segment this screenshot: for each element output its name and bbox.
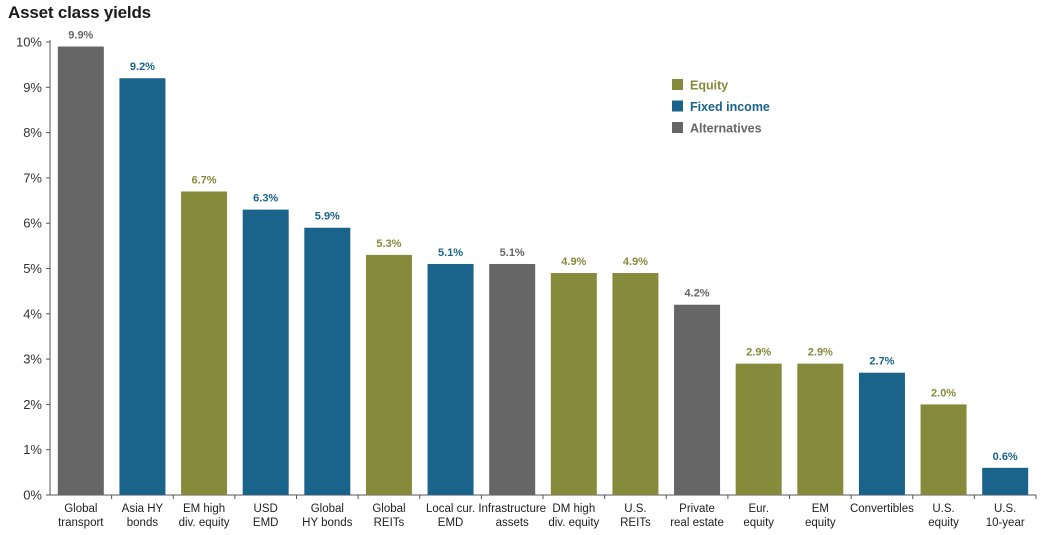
category-label: Local cur. EMD — [426, 503, 475, 529]
bar — [858, 372, 905, 495]
category-label-line: EM high — [183, 503, 225, 515]
bar — [304, 227, 351, 496]
legend-label: Equity — [690, 79, 728, 93]
y-tick-label: 3% — [23, 352, 42, 367]
data-label: 2.9% — [808, 347, 833, 359]
category-label-line: equity — [743, 517, 774, 529]
legend-swatch — [672, 100, 683, 112]
category-label-line: REITs — [620, 517, 651, 529]
category-label-line: USD — [254, 503, 278, 515]
bar — [612, 273, 659, 495]
y-tick-label: 6% — [23, 216, 42, 231]
legend-swatch — [672, 79, 683, 90]
data-label: 9.9% — [68, 30, 93, 42]
category-label: USD EMD — [253, 503, 279, 529]
legend-swatch — [672, 122, 683, 133]
bar — [365, 254, 412, 495]
category-label: U.S. REITs — [620, 503, 651, 529]
category-label-line: 10-year — [986, 517, 1025, 529]
category-label-line: Private — [679, 503, 715, 515]
y-tick-label: 1% — [23, 442, 42, 457]
y-tick-label: 4% — [23, 306, 42, 321]
category-label-line: REITs — [374, 517, 405, 529]
data-label: 5.1% — [438, 247, 463, 259]
data-label: 2.7% — [869, 356, 894, 368]
category-label-line: real estate — [670, 517, 724, 529]
category-label: U.S. 10-year — [986, 503, 1025, 529]
category-label: U.S. equity — [928, 503, 959, 529]
category-label-line: Local cur. — [426, 503, 475, 515]
category-label-line: U.S. — [994, 503, 1016, 515]
bar — [797, 363, 844, 495]
data-label: 5.3% — [376, 238, 401, 250]
data-label: 5.1% — [500, 247, 525, 259]
category-label-line: Convertibles — [850, 503, 914, 515]
category-label: Convertibles — [850, 503, 914, 515]
y-tick-label: 9% — [23, 80, 42, 95]
data-label: 4.9% — [561, 256, 586, 268]
category-label-line: Global — [372, 503, 405, 515]
data-label: 9.2% — [130, 61, 155, 73]
category-label: Global REITs — [372, 503, 405, 529]
bar — [550, 273, 597, 495]
category-label-line: U.S. — [932, 503, 954, 515]
data-label: 5.9% — [315, 211, 340, 223]
data-label: 4.9% — [623, 256, 648, 268]
data-label: 2.9% — [746, 347, 771, 359]
bar — [181, 191, 228, 496]
y-tick-label: 5% — [23, 261, 42, 276]
category-label-line: Infrastructure — [478, 503, 546, 515]
y-tick-label: 2% — [23, 397, 42, 412]
category-label-line: DM high — [552, 503, 595, 515]
bar — [119, 78, 166, 496]
y-tick-label: 10% — [16, 35, 42, 50]
category-label: DM high div. equity — [548, 503, 599, 529]
data-label: 2.0% — [931, 387, 956, 399]
legend-label: Alternatives — [690, 122, 762, 136]
bar — [674, 304, 721, 495]
category-label-line: EMD — [253, 517, 279, 529]
category-label-line: Eur. — [748, 503, 768, 515]
category-label: Infrastructure assets — [478, 503, 546, 529]
bar — [489, 263, 536, 495]
category-label: Asia HY bonds — [122, 503, 164, 529]
bar — [427, 263, 474, 495]
category-label-line: U.S. — [624, 503, 646, 515]
category-label-line: equity — [928, 517, 959, 529]
category-label-line: div. equity — [179, 517, 230, 529]
bar — [982, 467, 1029, 495]
chart-title: Asset class yields — [8, 3, 151, 22]
category-label-line: assets — [496, 517, 529, 529]
category-label-line: HY bonds — [302, 517, 353, 529]
category-label: EM high div. equity — [179, 503, 230, 529]
bar — [735, 363, 782, 495]
data-label: 4.2% — [685, 288, 710, 300]
category-label-line: transport — [58, 517, 104, 529]
category-label: Global HY bonds — [302, 503, 353, 529]
category-label: Global transport — [58, 503, 104, 529]
category-label-line: EM — [812, 503, 829, 515]
data-label: 6.3% — [253, 193, 278, 205]
category-label-line: Global — [64, 503, 97, 515]
category-label: Private real estate — [670, 503, 724, 529]
y-tick-label: 0% — [23, 488, 42, 503]
data-label: 0.6% — [993, 451, 1018, 463]
category-label-line: bonds — [127, 517, 159, 529]
y-tick-label: 8% — [23, 125, 42, 140]
bar — [920, 404, 967, 495]
legend-label: Fixed income — [690, 100, 770, 114]
category-label-line: Asia HY — [122, 503, 164, 515]
bar — [57, 46, 104, 495]
category-label: Eur. equity — [743, 503, 774, 529]
category-label-line: div. equity — [548, 517, 599, 529]
data-label: 6.7% — [192, 174, 217, 186]
category-label-line: equity — [805, 517, 836, 529]
category-label: EM equity — [805, 503, 836, 529]
bar — [242, 209, 289, 496]
category-label-line: Global — [311, 503, 344, 515]
y-tick-label: 7% — [23, 170, 42, 185]
category-label-line: EMD — [438, 517, 464, 529]
